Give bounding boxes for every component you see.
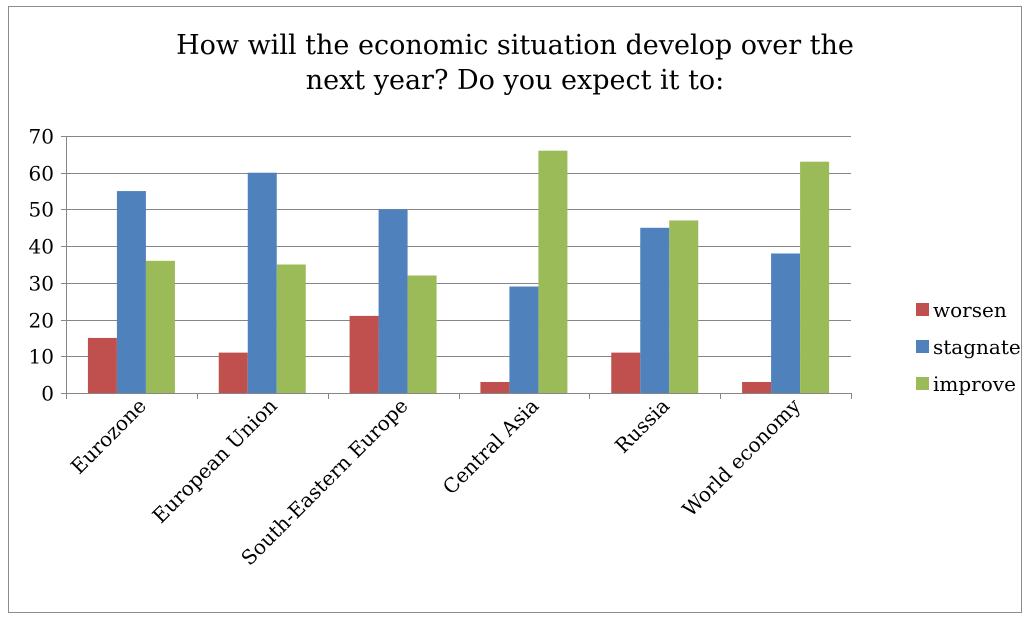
x-tick-label: Central Asia — [438, 394, 544, 500]
x-tick-label: World economy — [677, 393, 805, 521]
bar-stagnate-0 — [116, 191, 146, 393]
bars — [87, 150, 830, 393]
bar-stagnate-4 — [640, 227, 670, 393]
legend-swatch — [916, 340, 929, 353]
y-tick-label: 0 — [41, 382, 54, 406]
bar-stagnate-5 — [771, 253, 801, 393]
bar-improve-4 — [669, 220, 699, 393]
bar-worsen-3 — [480, 381, 510, 393]
legend-swatch — [916, 303, 929, 316]
bar-improve-0 — [145, 260, 175, 393]
y-tick-label: 20 — [29, 309, 54, 333]
y-tick-label: 10 — [29, 345, 54, 369]
y-tick-label: 40 — [29, 235, 54, 259]
bar-worsen-4 — [611, 352, 641, 393]
bar-worsen-5 — [742, 381, 772, 393]
bar-stagnate-2 — [378, 209, 408, 393]
bar-worsen-2 — [349, 315, 379, 393]
x-tick-label: Eurozone — [66, 394, 151, 479]
legend-label: improve — [933, 371, 1016, 396]
legend-swatch — [916, 377, 929, 390]
y-tick-label: 70 — [29, 125, 54, 149]
y-tick-label: 60 — [29, 162, 54, 186]
x-tick-label: European Union — [147, 393, 281, 527]
bar-improve-2 — [407, 275, 437, 393]
bar-improve-3 — [538, 150, 568, 393]
gridlines — [66, 136, 851, 357]
legend-label: worsen — [933, 297, 1007, 322]
y-tick-label: 30 — [29, 272, 54, 296]
bar-improve-1 — [276, 264, 306, 393]
x-tick-label: Russia — [610, 394, 674, 458]
axes — [61, 136, 852, 399]
bar-stagnate-3 — [509, 286, 539, 393]
legend-item-improve: improve — [916, 365, 1021, 402]
legend-label: stagnate — [933, 334, 1021, 359]
y-tick-labels: 0 10 20 30 40 50 60 70 — [29, 125, 54, 406]
legend: worsen stagnate improve — [916, 291, 1021, 402]
legend-item-stagnate: stagnate — [916, 328, 1021, 365]
bar-stagnate-1 — [247, 172, 277, 393]
legend-item-worsen: worsen — [916, 291, 1021, 328]
y-tick-label: 50 — [29, 198, 54, 222]
bar-worsen-1 — [218, 352, 248, 393]
bar-improve-5 — [800, 161, 830, 393]
chart-title: How will the economic situation develop … — [176, 30, 854, 96]
bar-worsen-0 — [87, 337, 117, 393]
